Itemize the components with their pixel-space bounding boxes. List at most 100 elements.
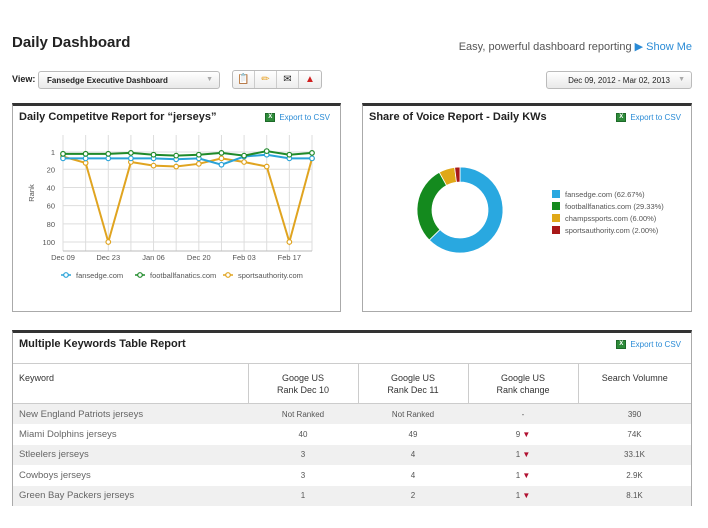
y-axis-label: Rank bbox=[27, 184, 36, 202]
x-tick-label: Feb 03 bbox=[232, 253, 255, 262]
table-cell: 3 bbox=[248, 444, 358, 465]
column-header[interactable]: Googe US Rank Dec 10 bbox=[247, 363, 358, 404]
data-point bbox=[150, 151, 157, 158]
chevron-down-icon: ▼ bbox=[678, 76, 685, 83]
export-label: Export to CSV bbox=[630, 340, 681, 349]
export-label: Export to CSV bbox=[630, 113, 681, 122]
data-point bbox=[150, 162, 157, 169]
series-line-footballfanatics.com bbox=[63, 150, 313, 157]
view-select[interactable]: Fansedge Executive Dashboard ▼ bbox=[38, 71, 220, 89]
data-point bbox=[82, 150, 89, 157]
pdf-icon[interactable]: ▲ bbox=[305, 74, 315, 85]
y-tick-label: 40 bbox=[47, 183, 55, 192]
table-row: Miami Dolphins jerseys 40 49 9 ▼ 74K bbox=[13, 424, 691, 445]
data-point bbox=[60, 155, 66, 162]
panel-title: Multiple Keywords Table Report bbox=[19, 338, 186, 350]
table-row: Cowboys jerseys 3 4 1 ▼ 2.9K bbox=[13, 465, 691, 486]
column-header[interactable]: Search Volumne bbox=[577, 363, 691, 404]
column-header[interactable]: Keyword bbox=[13, 363, 248, 404]
tagline-text: Easy, powerful dashboard reporting bbox=[458, 41, 632, 53]
show-me-link[interactable]: ▶ Show Me bbox=[634, 41, 692, 53]
table-row: Green Bay Packers jerseys 1 2 1 ▼ 8.1K bbox=[13, 485, 691, 506]
legend-swatch bbox=[552, 190, 560, 198]
legend-swatch bbox=[552, 226, 560, 234]
show-me-label: Show Me bbox=[646, 41, 692, 53]
keywords-table-panel: Multiple Keywords Table Report X Export t… bbox=[12, 330, 692, 506]
legend-label: sportsauthority.com (2.00%) bbox=[565, 226, 659, 235]
data-point bbox=[105, 155, 112, 162]
export-label: Export to CSV bbox=[279, 113, 330, 122]
data-point bbox=[218, 150, 225, 156]
table-cell: 4 bbox=[358, 444, 468, 465]
data-point bbox=[128, 155, 134, 162]
legend-label: sportsauthority.com bbox=[238, 271, 303, 280]
legend-swatch bbox=[552, 214, 560, 222]
column-header[interactable]: Google US Rank change bbox=[467, 363, 578, 404]
data-point bbox=[309, 150, 315, 156]
series-line-sportsauthority.com bbox=[62, 155, 313, 246]
donut-slice bbox=[428, 166, 504, 254]
legend-marker bbox=[225, 272, 231, 278]
excel-icon: X bbox=[265, 113, 276, 122]
table-cell: Stleelers jerseys bbox=[13, 444, 248, 465]
table-cell: 8.1K bbox=[578, 485, 691, 506]
data-point bbox=[128, 150, 134, 156]
legend-label: footballfanatics.com (29.33%) bbox=[565, 202, 664, 211]
x-tick-label: Dec 23 bbox=[96, 253, 120, 262]
x-tick-label: Jan 06 bbox=[142, 253, 165, 262]
arrow-down-icon: ▼ bbox=[520, 450, 531, 460]
table-cell: 1 ▼ bbox=[468, 444, 578, 465]
export-csv-button[interactable]: X Export to CSV bbox=[265, 113, 330, 122]
data-point bbox=[286, 151, 293, 158]
table-cell: 2 bbox=[358, 485, 468, 506]
tagline: Easy, powerful dashboard reporting ▶ Sho… bbox=[459, 40, 692, 53]
edit-icon[interactable]: ✏ bbox=[255, 71, 277, 88]
data-point bbox=[263, 148, 270, 154]
table-cell: 74K bbox=[627, 429, 642, 439]
data-point bbox=[195, 160, 202, 167]
data-point bbox=[218, 161, 225, 168]
data-point bbox=[241, 159, 247, 165]
table-cell: 390 bbox=[578, 403, 691, 424]
y-tick-label: 20 bbox=[47, 165, 55, 174]
export-csv-button[interactable]: X Export to CSV bbox=[616, 113, 681, 122]
email-icon[interactable]: ✉ bbox=[277, 71, 299, 88]
rank-line-chart: 1 20 40 60 80 100 Rank Dec 09 Dec 23 Jan 06 Dec 20… bbox=[27, 135, 315, 280]
export-csv-button[interactable]: X Export to CSV bbox=[616, 340, 681, 349]
legend-marker bbox=[137, 272, 143, 278]
y-tick-label: 100 bbox=[42, 238, 55, 247]
date-range-select[interactable]: Dec 09, 2012 - Mar 02, 2013 ▼ bbox=[546, 71, 692, 89]
data-point bbox=[241, 152, 247, 159]
table-cell: 1 ▼ bbox=[515, 470, 531, 480]
table-cell: 1 ▼ bbox=[468, 485, 578, 506]
y-tick-label: 1 bbox=[51, 148, 55, 157]
data-point bbox=[173, 163, 180, 170]
y-tick-label: 80 bbox=[47, 220, 55, 229]
report-icon[interactable]: 📋 bbox=[233, 71, 255, 88]
table-cell: 2.9K bbox=[626, 470, 643, 480]
data-point bbox=[60, 150, 66, 157]
arrow-down-icon: ▼ bbox=[520, 429, 531, 439]
data-point bbox=[105, 239, 112, 245]
legend-label: footballfanatics.com bbox=[150, 271, 216, 280]
share-donut-chart: fansedge.com (62.67%) footballfanatics.co… bbox=[416, 166, 664, 254]
table-cell: Not Ranked bbox=[248, 403, 358, 424]
table-cell: Cowboys jerseys bbox=[19, 469, 91, 481]
table-cell: Not Ranked bbox=[358, 403, 468, 424]
legend-label: fansedge.com bbox=[76, 271, 123, 280]
column-header[interactable]: Google US Rank Dec 11 bbox=[357, 363, 468, 404]
table-cell: 9 ▼ bbox=[515, 429, 531, 439]
legend-label: fansedge.com (62.67%) bbox=[565, 190, 645, 199]
table-cell: 49 bbox=[408, 429, 418, 439]
panel-title: Daily Competitve Report for “jerseys” bbox=[19, 111, 217, 123]
arrow-down-icon: ▼ bbox=[520, 470, 531, 480]
arrow-down-icon: ▼ bbox=[520, 491, 531, 501]
date-range-value: Dec 09, 2012 - Mar 02, 2013 bbox=[568, 76, 670, 85]
view-label: View: bbox=[12, 74, 36, 84]
table-cell: 4 bbox=[410, 470, 416, 480]
data-point bbox=[309, 155, 315, 162]
data-point bbox=[195, 151, 202, 158]
keywords-table: Keyword Googe US Rank Dec 10 Google US Rank … bbox=[13, 363, 691, 506]
data-point bbox=[263, 163, 270, 170]
excel-icon: X bbox=[616, 340, 627, 349]
